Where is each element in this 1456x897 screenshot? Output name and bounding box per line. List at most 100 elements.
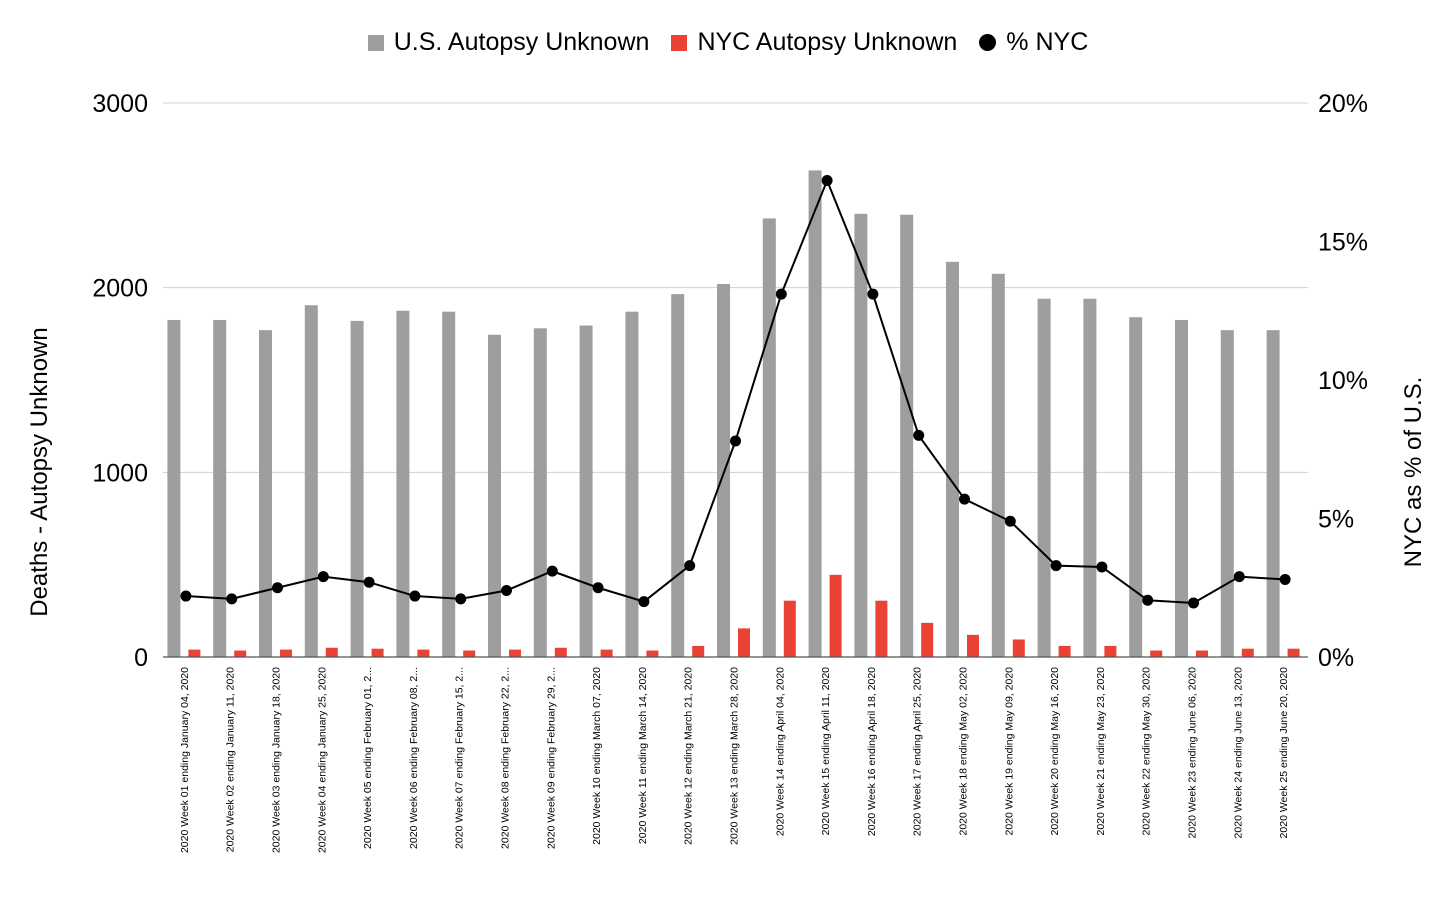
- y-right-tick-label-2: 10%: [1318, 367, 1368, 395]
- legend-swatch-nyc: [671, 34, 688, 51]
- bar-nyc-16: [875, 600, 888, 657]
- bar-nyc-12: [692, 645, 705, 657]
- legend-item-us: U.S. Autopsy Unknown: [367, 28, 650, 57]
- bar-nyc-10: [600, 649, 613, 657]
- bar-nyc-2: [234, 650, 247, 657]
- x-tick-label-19: 2020 Week 19 ending May 09, 2020: [1003, 667, 1015, 836]
- x-tick-label-15: 2020 Week 15 ending April 11, 2020: [820, 667, 832, 835]
- x-tick-label-9: 2020 Week 09 ending February 29, 2...: [545, 667, 557, 849]
- bar-us-21: [1083, 298, 1097, 657]
- x-tick-label-10: 2020 Week 10 ending March 07, 2020: [591, 667, 603, 845]
- y-right-tick-label-0: 0%: [1318, 644, 1354, 672]
- y-right-tick-label-4: 20%: [1318, 90, 1368, 118]
- point-pct-4: [317, 571, 329, 583]
- bar-nyc-18: [967, 634, 979, 657]
- point-pct-25: [1279, 573, 1291, 585]
- bar-nyc-14: [783, 600, 796, 657]
- x-tick-label-8: 2020 Week 08 ending February 22, 2...: [500, 667, 512, 849]
- point-pct-14: [775, 288, 787, 300]
- x-tick-label-13: 2020 Week 13 ending March 28, 2020: [729, 667, 741, 845]
- point-pct-18: [959, 493, 970, 505]
- point-pct-2: [226, 593, 238, 605]
- point-pct-9: [546, 565, 558, 577]
- legend-label-us: U.S. Autopsy Unknown: [393, 28, 650, 56]
- y-right-tick-label-1: 5%: [1318, 506, 1354, 534]
- bar-us-25: [1266, 330, 1280, 657]
- x-tick-label-14: 2020 Week 14 ending April 04, 2020: [774, 667, 786, 836]
- point-pct-17: [913, 429, 925, 441]
- legend-item-nyc: NYC Autopsy Unknown: [671, 28, 957, 57]
- point-pct-21: [1096, 561, 1108, 573]
- x-tick-label-16: 2020 Week 16 ending April 18, 2020: [866, 667, 878, 836]
- point-pct-3: [272, 582, 283, 594]
- bar-us-5: [350, 320, 364, 657]
- x-tick-label-24: 2020 Week 24 ending June 13, 2020: [1232, 667, 1244, 839]
- bar-us-17: [900, 214, 914, 657]
- bar-nyc-5: [371, 648, 384, 657]
- bar-us-13: [717, 283, 730, 657]
- y-left-tick-label-0: 0: [134, 644, 148, 672]
- y-left-tick-label-3000: 3000: [92, 90, 148, 118]
- bar-nyc-15: [829, 574, 842, 657]
- point-pct-20: [1050, 560, 1062, 572]
- bar-us-18: [946, 261, 959, 657]
- point-pct-22: [1142, 594, 1154, 606]
- x-tick-label-7: 2020 Week 07 ending February 15, 2...: [454, 667, 466, 849]
- point-pct-8: [501, 585, 512, 597]
- bar-nyc-19: [1012, 639, 1025, 657]
- bar-us-4: [304, 305, 318, 657]
- x-tick-label-4: 2020 Week 04 ending January 25, 2020: [316, 667, 328, 853]
- bar-us-12: [671, 294, 685, 657]
- x-tick-label-2: 2020 Week 02 ending January 11, 2020: [225, 667, 237, 852]
- bar-us-19: [991, 273, 1005, 657]
- y-right-tick-label-3: 15%: [1318, 229, 1368, 257]
- bar-nyc-21: [1104, 645, 1117, 657]
- x-tick-label-23: 2020 Week 23 ending June 06, 2020: [1187, 667, 1199, 839]
- point-pct-1: [180, 590, 192, 602]
- bar-nyc-23: [1196, 650, 1208, 657]
- bar-nyc-9: [554, 647, 567, 657]
- x-tick-label-12: 2020 Week 12 ending March 21, 2020: [683, 667, 695, 845]
- x-tick-label-20: 2020 Week 20 ending May 16, 2020: [1049, 667, 1061, 836]
- legend-item-pct: % NYC: [979, 28, 1088, 57]
- x-tick-label-22: 2020 Week 22 ending May 30, 2020: [1141, 667, 1153, 836]
- bar-nyc-3: [280, 649, 292, 657]
- bar-us-22: [1129, 317, 1143, 657]
- x-tick-label-21: 2020 Week 21 ending May 23, 2020: [1095, 667, 1107, 836]
- point-pct-12: [684, 560, 696, 572]
- point-pct-10: [592, 582, 604, 594]
- legend-label-nyc: NYC Autopsy Unknown: [697, 28, 958, 56]
- bar-nyc-1: [188, 649, 201, 657]
- bar-nyc-25: [1287, 648, 1300, 657]
- x-tick-label-18: 2020 Week 18 ending May 02, 2020: [958, 667, 970, 836]
- bar-us-14: [762, 218, 776, 657]
- x-tick-label-11: 2020 Week 11 ending March 14, 2020: [637, 667, 649, 844]
- bar-nyc-4: [325, 647, 338, 657]
- bar-us-15: [808, 170, 822, 658]
- bar-nyc-6: [417, 649, 430, 657]
- bar-us-9: [533, 328, 547, 657]
- x-tick-label-6: 2020 Week 06 ending February 08, 2...: [408, 667, 420, 849]
- x-tick-label-5: 2020 Week 05 ending February 01, 2...: [362, 667, 374, 849]
- x-tick-label-17: 2020 Week 17 ending April 25, 2020: [912, 667, 924, 836]
- point-pct-7: [455, 593, 467, 605]
- bar-nyc-20: [1058, 645, 1071, 657]
- x-tick-label-25: 2020 Week 25 ending June 20, 2020: [1278, 667, 1290, 839]
- bar-us-10: [579, 325, 593, 657]
- point-pct-13: [730, 435, 741, 447]
- bar-us-7: [442, 311, 456, 657]
- legend-label-pct: % NYC: [1006, 28, 1089, 56]
- bar-us-11: [625, 311, 639, 657]
- point-pct-15: [821, 175, 833, 187]
- x-tick-label-1: 2020 Week 01 ending January 04, 2020: [179, 667, 191, 853]
- chart-legend: U.S. Autopsy Unknown NYC Autopsy Unknown…: [0, 28, 1456, 57]
- x-tick-label-3: 2020 Week 03 ending January 18, 2020: [271, 667, 283, 853]
- bar-nyc-8: [509, 649, 521, 657]
- bar-us-1: [167, 319, 181, 657]
- bar-nyc-24: [1241, 648, 1254, 657]
- bar-nyc-17: [921, 622, 934, 657]
- bar-nyc-7: [463, 650, 476, 657]
- bar-us-3: [259, 330, 272, 657]
- point-pct-11: [638, 596, 650, 608]
